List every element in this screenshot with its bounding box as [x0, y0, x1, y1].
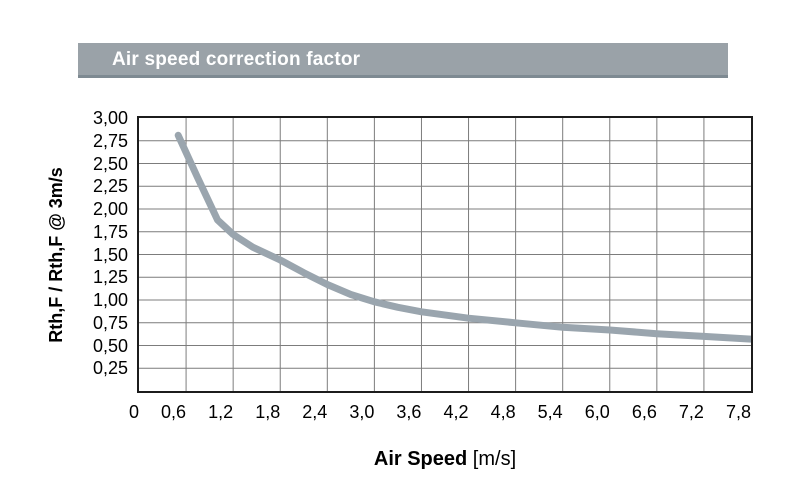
x-tick-label: 2,4: [302, 402, 328, 422]
y-tick-label: 0,50: [92, 335, 128, 356]
x-tick-label: 7,8: [725, 402, 751, 422]
y-tick-label: 1,50: [92, 244, 128, 265]
series-line: [174, 131, 751, 343]
y-tick-label: 2,75: [92, 130, 128, 151]
chart-canvas: [139, 118, 751, 391]
x-axis-title-unit: [m/s]: [467, 448, 517, 470]
x-tick-label: 5,4: [537, 402, 563, 422]
y-tick-label: 2,00: [92, 199, 128, 219]
x-tick-label: 6,0: [584, 402, 610, 422]
x-tick-label: 4,8: [490, 402, 516, 422]
x-tick-label: 7,2: [678, 402, 704, 422]
y-tick-label: 3,00: [92, 108, 128, 128]
x-axis-title: Air Speed [m/s]: [137, 448, 753, 471]
plot-area: [137, 116, 753, 393]
x-tick-label: 4,2: [443, 402, 469, 422]
chart-title: Air speed correction factor: [112, 49, 361, 70]
x-tick-label: 3,0: [349, 402, 375, 422]
y-tick-label: 1,25: [92, 267, 128, 288]
y-axis-title: Rth,F / Rth,F @ 3m/s: [46, 167, 66, 343]
x-tick-label: 1,2: [208, 402, 234, 422]
y-tick-label: 2,50: [92, 153, 128, 174]
y-tick-label: 0,75: [92, 312, 128, 333]
y-tick-label: 1,75: [92, 221, 128, 242]
y-tick-label: 1,00: [92, 290, 128, 310]
x-axis-title-main: Air Speed: [373, 448, 468, 470]
grid-lines: [139, 118, 751, 391]
x-tick-label: 0: [128, 402, 139, 422]
x-tick-label: 0,6: [161, 402, 187, 422]
y-tick-label: 2,25: [92, 176, 128, 197]
chart-header-bar: Air speed correction factor: [78, 43, 728, 78]
data-curve: [174, 131, 751, 343]
x-tick-label: 1,8: [255, 402, 281, 422]
x-tick-label: 6,6: [631, 402, 657, 422]
x-tick-label: 3,6: [396, 402, 422, 422]
y-tick-label: 0,25: [92, 358, 128, 379]
